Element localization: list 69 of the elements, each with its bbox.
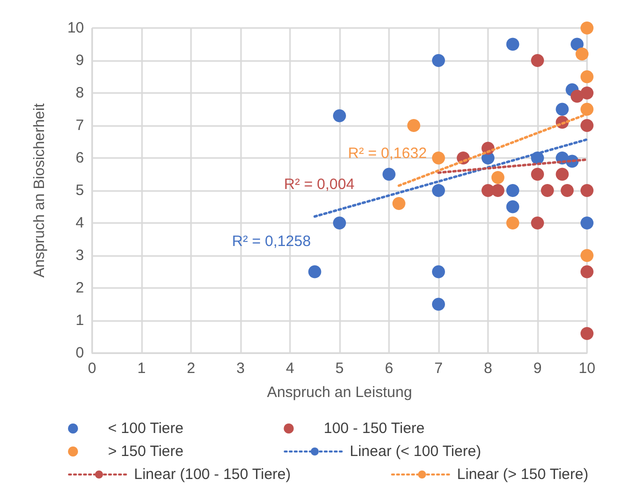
point xyxy=(392,197,406,210)
legend-label: 100 - 150 Tiere xyxy=(324,420,425,437)
point xyxy=(333,109,346,122)
y-axis-title: Anspruch an Biosicherheit xyxy=(31,102,48,278)
x-tick-label: 5 xyxy=(335,360,344,377)
point xyxy=(407,119,420,132)
point xyxy=(333,216,346,230)
point xyxy=(308,265,322,278)
point xyxy=(432,184,445,197)
y-tick-label: 10 xyxy=(67,20,84,36)
x-tick-label: 2 xyxy=(186,360,196,377)
x-tick-label: 7 xyxy=(434,360,443,377)
point xyxy=(432,54,445,67)
point xyxy=(531,216,544,230)
point xyxy=(580,184,594,197)
point xyxy=(580,119,594,132)
point xyxy=(556,102,569,116)
x-tick-label: 8 xyxy=(484,360,492,377)
y-tick-label: 3 xyxy=(76,247,84,264)
point xyxy=(556,168,569,181)
x-tick-label: 10 xyxy=(578,360,596,377)
x-tick-label: 6 xyxy=(384,360,394,377)
legend-label: > 150 Tiere xyxy=(108,443,184,460)
point xyxy=(491,171,504,184)
point xyxy=(382,168,396,181)
annotation: R² = 0,004 xyxy=(284,176,354,193)
x-tick-label: 4 xyxy=(286,360,294,377)
point xyxy=(576,48,589,60)
y-tick-label: 1 xyxy=(76,312,84,329)
legend-label: < 100 Tiere xyxy=(108,420,184,437)
x-axis-title: Anspruch an Leistung xyxy=(266,384,412,401)
annotation: R² = 0,1632 xyxy=(348,145,427,162)
point xyxy=(580,327,594,340)
point xyxy=(506,184,520,197)
point xyxy=(580,86,594,100)
legend-label: Linear (100 - 150 Tiere) xyxy=(134,466,291,483)
x-tick-label: 0 xyxy=(88,360,96,377)
point xyxy=(531,168,544,181)
point xyxy=(432,152,445,164)
x-tick-label: 1 xyxy=(137,360,146,377)
point xyxy=(580,216,594,230)
point xyxy=(560,184,574,197)
x-tick-label: 3 xyxy=(236,360,245,377)
point xyxy=(540,184,554,197)
y-tick-label: 6 xyxy=(76,150,84,166)
legend-label: Linear (> 150 Tiere) xyxy=(457,466,588,483)
y-tick-label: 9 xyxy=(76,52,84,69)
point xyxy=(506,200,520,214)
point xyxy=(491,184,504,197)
point xyxy=(580,265,594,278)
point xyxy=(570,38,584,51)
point xyxy=(580,22,594,34)
annotation: R² = 0,1258 xyxy=(232,233,311,250)
point xyxy=(580,249,594,262)
point xyxy=(506,38,520,51)
y-tick-label: 5 xyxy=(76,182,84,199)
y-tick-label: 0 xyxy=(76,344,84,362)
point xyxy=(506,216,520,230)
y-tick-label: 4 xyxy=(76,214,84,232)
point xyxy=(432,265,445,278)
y-tick-label: 8 xyxy=(76,84,84,102)
x-tick-label: 9 xyxy=(533,360,542,377)
legend-label: Linear (< 100 Tiere) xyxy=(350,443,482,460)
point xyxy=(531,54,544,67)
point xyxy=(432,298,445,311)
y-tick-label: 7 xyxy=(76,117,84,134)
point xyxy=(580,102,594,116)
point xyxy=(580,70,594,84)
y-tick-label: 2 xyxy=(76,280,84,296)
